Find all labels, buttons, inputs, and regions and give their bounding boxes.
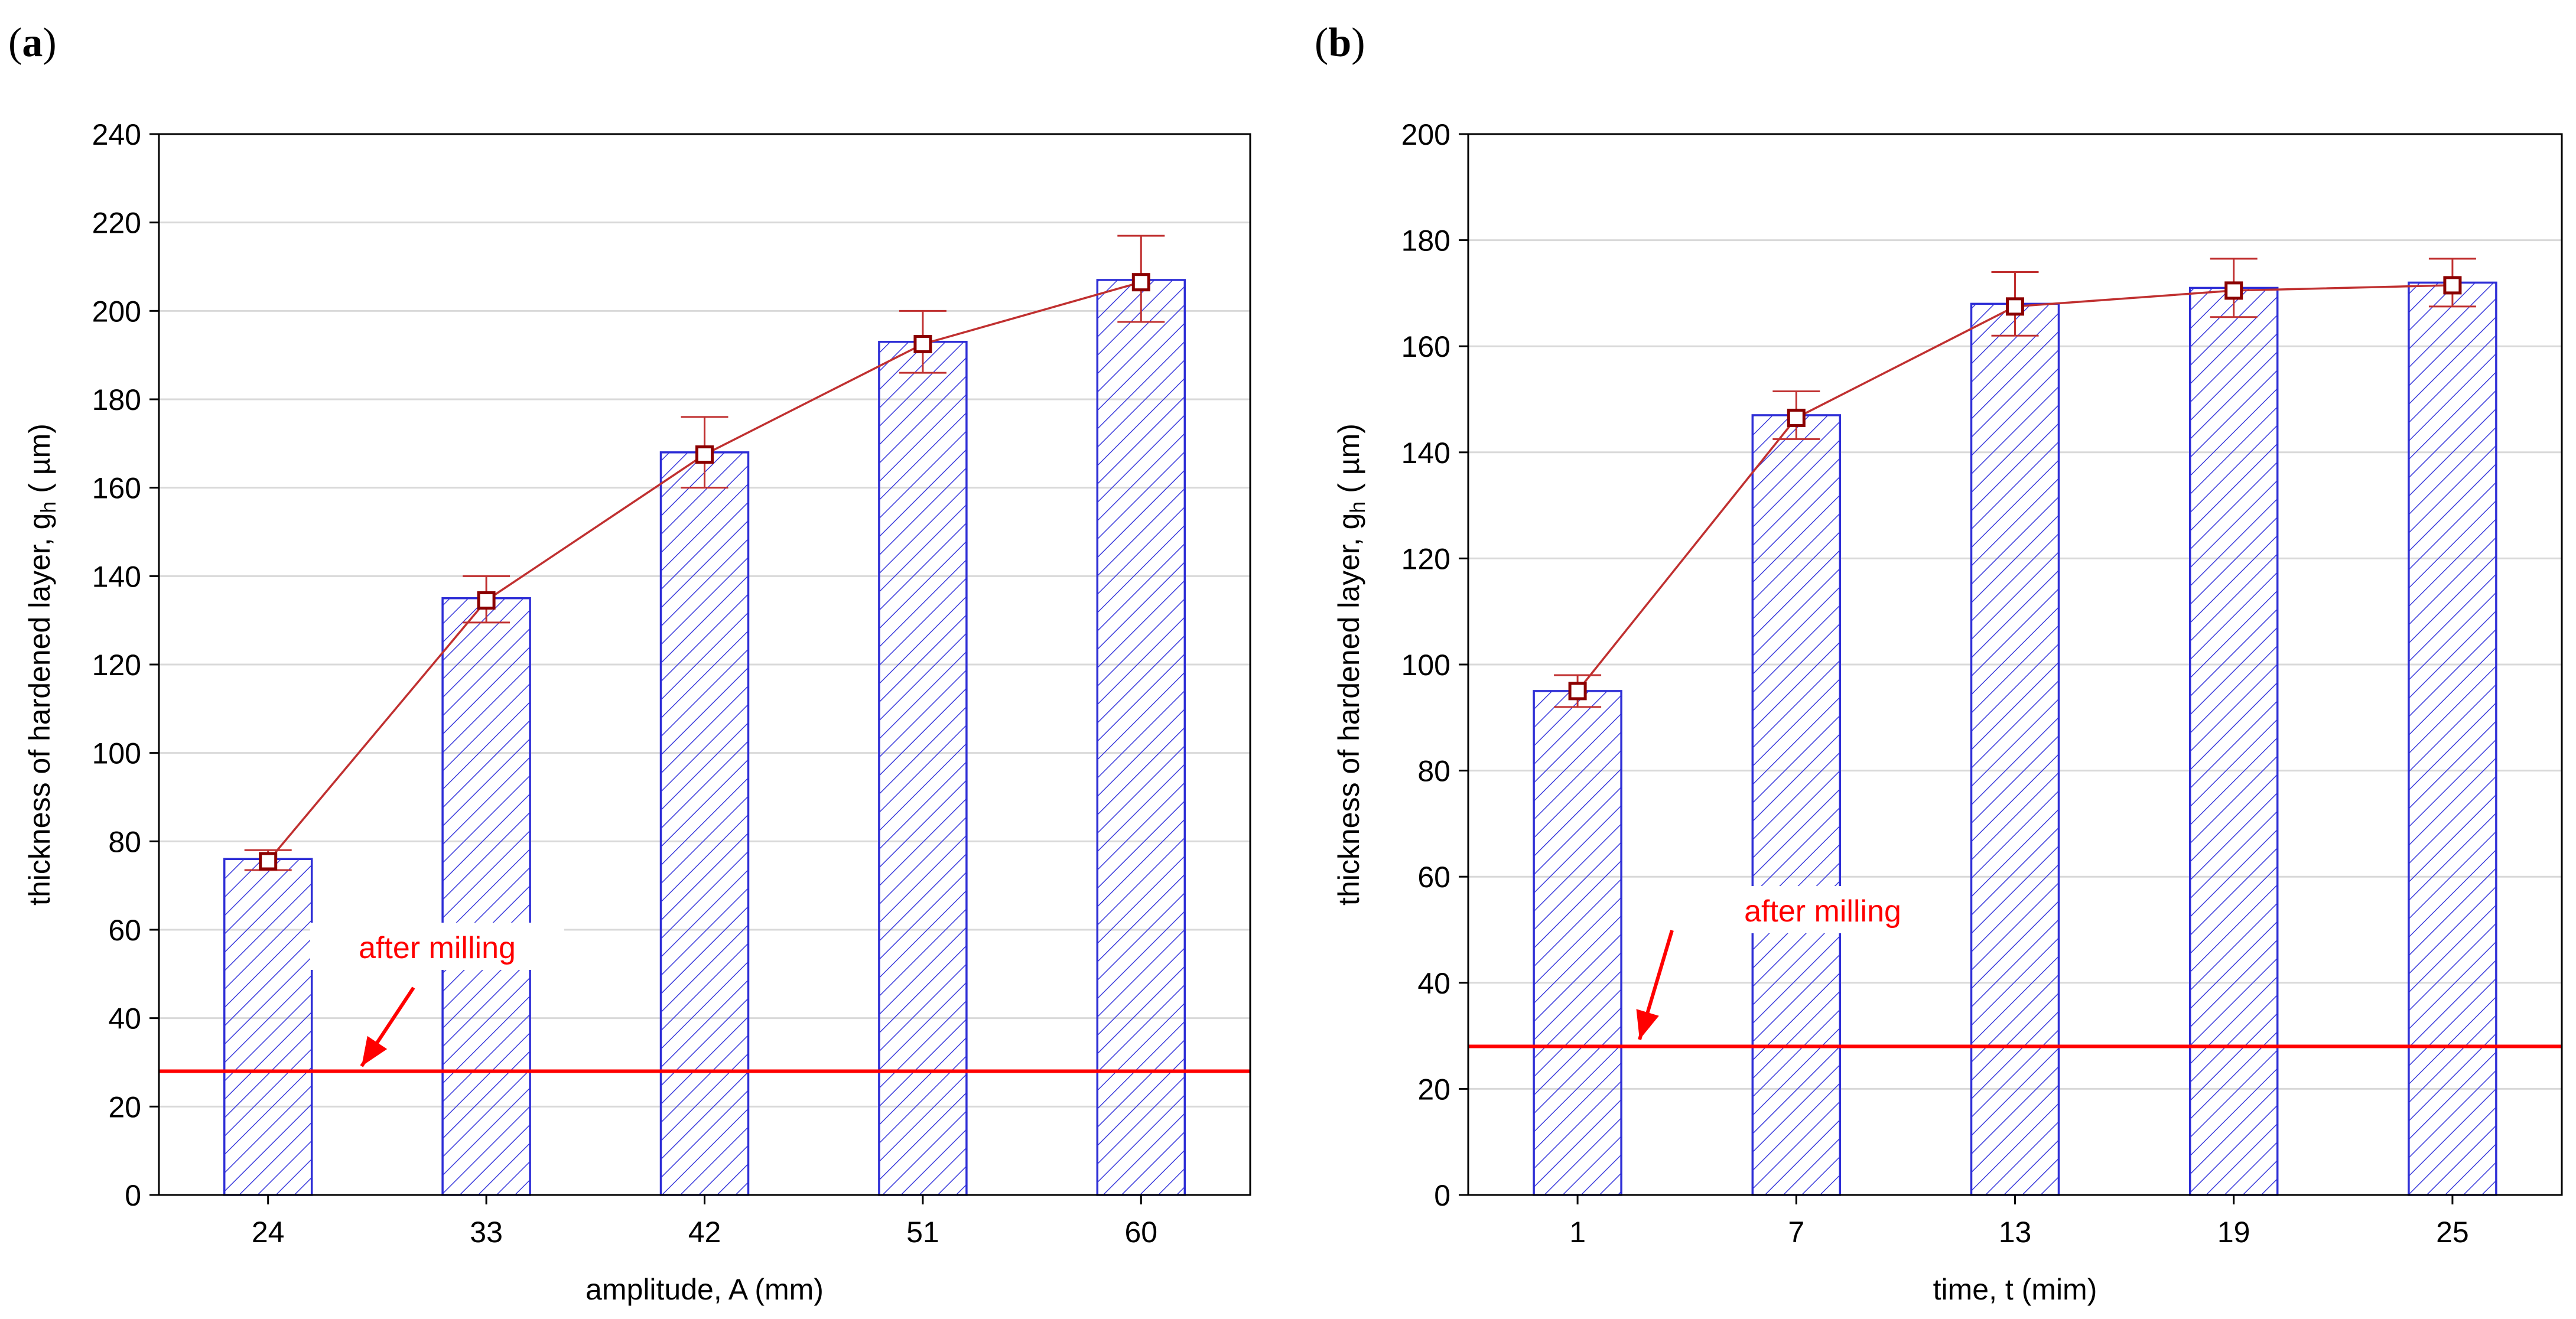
annotation-after-milling: after milling [359, 931, 516, 965]
mean-marker [2224, 281, 2243, 300]
x-tick-label: 24 [252, 1216, 285, 1249]
y-tick-label: 200 [1401, 118, 1450, 151]
y-tick-label: 80 [108, 825, 141, 858]
y-tick-label: 100 [92, 737, 141, 770]
y-axis-label-main: thickness of hardened layer, g [1332, 513, 1365, 906]
y-tick-label: 160 [1401, 330, 1450, 363]
x-tick-label: 60 [1124, 1216, 1157, 1249]
y-tick-label: 20 [1417, 1073, 1450, 1106]
mean-marker [1568, 682, 1587, 701]
panel-label: (b) [1315, 20, 1365, 66]
y-tick-label: 180 [1401, 224, 1450, 258]
x-tick-label: 7 [1788, 1216, 1804, 1249]
panel-letter: b [1328, 20, 1351, 66]
x-tick-label: 19 [2217, 1216, 2250, 1249]
bar [1751, 414, 1842, 1196]
annotation-background [1696, 886, 1950, 933]
chart-panel-a: (a) 0 20 40 60 80 100 120 140 160 180 200 220 240 afte… [8, 20, 1251, 1306]
x-tick-label: 42 [688, 1216, 721, 1249]
y-tick-label: 100 [1401, 649, 1450, 682]
y-tick-label: 40 [108, 1002, 141, 1035]
y-axis-label-main: thickness of hardened layer, g [23, 513, 56, 906]
x-tick-label: 1 [1569, 1216, 1586, 1249]
x-tick-label: 51 [906, 1216, 939, 1249]
mean-marker [695, 445, 714, 464]
annotation-background [310, 923, 564, 970]
y-tick-label: 160 [92, 472, 141, 505]
mean-marker [1787, 408, 1806, 427]
y-tick-label: 240 [92, 118, 141, 151]
y-axis-label: thickness of hardened layer, gh ( µm) [23, 424, 60, 906]
y-tick-label: 140 [92, 560, 141, 593]
y-tick-label: 200 [92, 295, 141, 328]
bar [1096, 279, 1186, 1196]
mean-marker [1131, 273, 1150, 292]
y-tick-label: 80 [1417, 755, 1450, 788]
y-tick-label: 60 [108, 914, 141, 947]
chart-panel-b: (b) 0 20 40 60 80 100 120 140 160 180 200 after mill… [1315, 20, 2563, 1306]
mean-marker [913, 334, 932, 353]
x-tick-label: 13 [1999, 1216, 2032, 1249]
bar [1970, 302, 2060, 1196]
y-axis-label-subscript: h [1345, 501, 1370, 513]
bar [659, 451, 750, 1196]
bar [2408, 281, 2497, 1196]
annotation-arrow-head [362, 1035, 388, 1066]
y-tick-label: 60 [1417, 861, 1450, 894]
y-axis-label-unit: ( µm) [23, 424, 56, 501]
bar [441, 597, 531, 1196]
y-tick-label: 120 [92, 649, 141, 682]
bar [1533, 690, 1622, 1196]
x-axis-label: amplitude, A (mm) [586, 1273, 824, 1306]
y-tick-label: 140 [1401, 437, 1450, 470]
panel-letter: a [22, 20, 43, 66]
y-tick-label: 120 [1401, 542, 1450, 575]
y-tick-label: 0 [125, 1179, 141, 1212]
mean-marker [259, 852, 278, 871]
x-tick-label: 33 [470, 1216, 503, 1249]
y-axis-label-unit: ( µm) [1332, 424, 1365, 501]
mean-marker [2006, 297, 2024, 316]
bar [223, 858, 313, 1196]
bar [878, 340, 968, 1196]
x-axis-label: time, t (mim) [1933, 1273, 2097, 1306]
panel-label: (a) [8, 20, 57, 66]
y-tick-label: 0 [1434, 1179, 1450, 1212]
annotation-arrow-head [1636, 1009, 1659, 1040]
mean-marker [477, 591, 496, 610]
y-tick-label: 180 [92, 383, 141, 416]
mean-marker [2443, 276, 2462, 295]
annotation-after-milling: after milling [1744, 894, 1901, 929]
bar [2188, 286, 2279, 1196]
y-tick-label: 220 [92, 207, 141, 240]
y-axis-label: thickness of hardened layer, gh ( µm) [1332, 424, 1370, 906]
x-tick-label: 25 [2436, 1216, 2469, 1249]
y-tick-label: 20 [108, 1090, 141, 1123]
y-tick-label: 40 [1417, 967, 1450, 1000]
y-axis-label-subscript: h [36, 501, 60, 513]
